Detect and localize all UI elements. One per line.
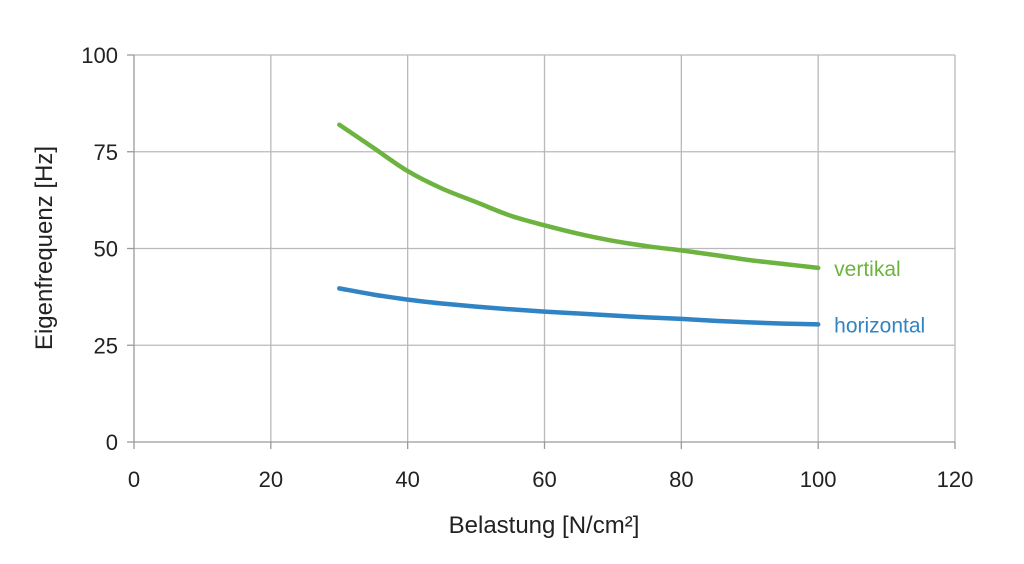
x-tick-label: 60 xyxy=(532,467,556,492)
x-tick-label: 120 xyxy=(937,467,974,492)
series-group: vertikal horizontal xyxy=(337,122,925,337)
y-tick-label: 100 xyxy=(81,43,118,68)
y-tick-label: 50 xyxy=(94,237,118,262)
series-line-horizontal xyxy=(337,286,821,327)
x-axis-ticks: 0 20 40 60 80 100 120 xyxy=(128,442,973,492)
x-tick-label: 100 xyxy=(800,467,837,492)
x-tick-label: 20 xyxy=(259,467,283,492)
x-axis-title: Belastung [N/cm²] xyxy=(449,512,640,539)
x-tick-label: 40 xyxy=(395,467,419,492)
y-axis-ticks: 0 25 50 75 100 xyxy=(81,43,134,455)
series-label-horizontal: horizontal xyxy=(834,314,925,337)
y-tick-label: 75 xyxy=(94,140,118,165)
series-label-vertikal: vertikal xyxy=(834,258,901,281)
x-tick-label: 80 xyxy=(669,467,693,492)
y-tick-label: 0 xyxy=(106,430,118,455)
x-tick-label: 0 xyxy=(128,467,140,492)
series-line-vertikal xyxy=(337,122,821,271)
grid xyxy=(134,54,956,442)
y-tick-label: 25 xyxy=(94,333,118,358)
y-axis-title: Eigenfrequenz [Hz] xyxy=(31,146,58,350)
